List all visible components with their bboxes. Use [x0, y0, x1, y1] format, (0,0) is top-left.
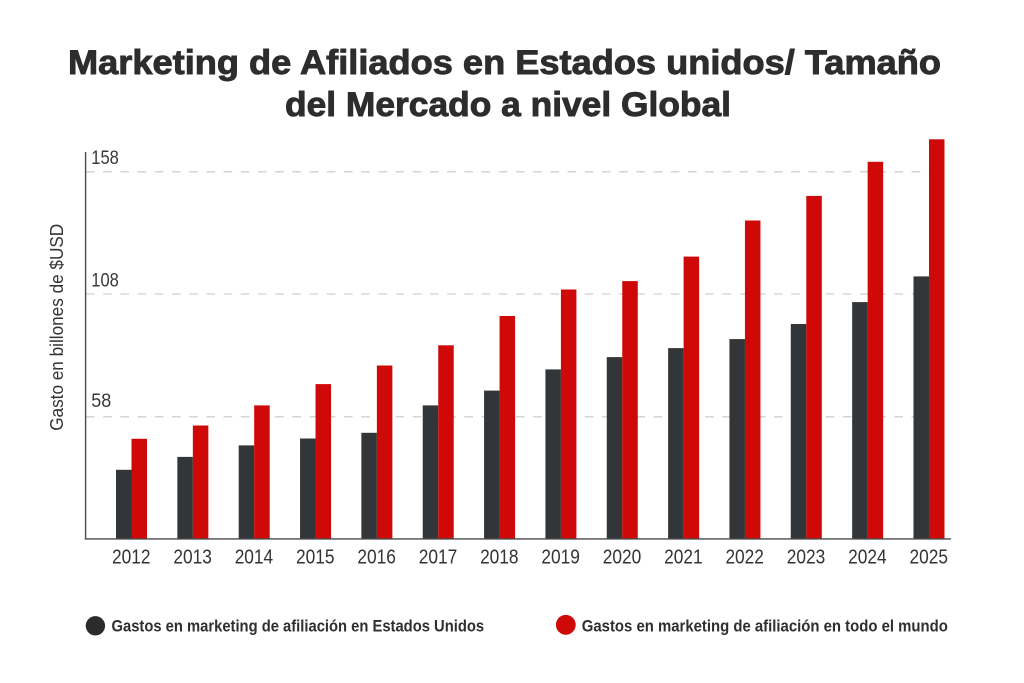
svg-text:2020: 2020 — [603, 547, 642, 569]
svg-text:2017: 2017 — [419, 547, 458, 569]
svg-text:2021: 2021 — [664, 547, 703, 569]
svg-text:Gasto en billones de $USD: Gasto en billones de $USD — [47, 224, 67, 431]
svg-text:2018: 2018 — [480, 547, 519, 569]
svg-text:Gastos en marketing de afiliac: Gastos en marketing de afiliación en Est… — [112, 618, 485, 636]
svg-text:2014: 2014 — [235, 547, 274, 569]
svg-text:2025: 2025 — [909, 547, 948, 569]
svg-text:2019: 2019 — [541, 547, 580, 569]
svg-text:del Mercado a nivel Global: del Mercado a nivel Global — [285, 86, 731, 124]
svg-text:2015: 2015 — [296, 547, 335, 569]
svg-text:2024: 2024 — [848, 547, 887, 569]
svg-text:Marketing de Afiliados en Esta: Marketing de Afiliados en Estados unidos… — [68, 44, 941, 82]
svg-text:2023: 2023 — [787, 547, 826, 569]
svg-text:2016: 2016 — [357, 547, 396, 569]
svg-text:58: 58 — [91, 391, 111, 412]
svg-text:108: 108 — [91, 271, 119, 292]
svg-text:158: 158 — [91, 148, 119, 169]
svg-text:2022: 2022 — [725, 547, 764, 569]
svg-text:2012: 2012 — [112, 547, 151, 569]
svg-text:Gastos en marketing de afiliac: Gastos en marketing de afiliación en tod… — [582, 618, 948, 636]
svg-text:2013: 2013 — [173, 547, 212, 569]
